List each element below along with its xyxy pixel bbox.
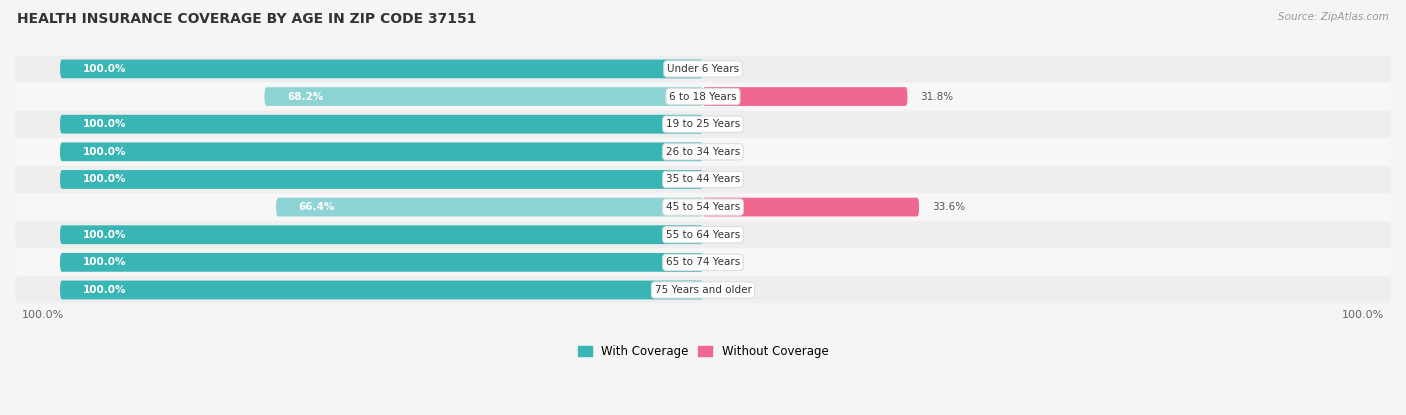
Text: 65 to 74 Years: 65 to 74 Years — [666, 257, 740, 267]
Text: Source: ZipAtlas.com: Source: ZipAtlas.com — [1278, 12, 1389, 22]
Text: 100.0%: 100.0% — [83, 147, 127, 157]
FancyBboxPatch shape — [703, 198, 920, 217]
FancyBboxPatch shape — [15, 83, 1391, 110]
Text: 100.0%: 100.0% — [21, 310, 63, 320]
Text: 19 to 25 Years: 19 to 25 Years — [666, 119, 740, 129]
FancyBboxPatch shape — [276, 198, 703, 217]
FancyBboxPatch shape — [15, 277, 1391, 303]
FancyBboxPatch shape — [15, 194, 1391, 220]
Text: 66.4%: 66.4% — [298, 202, 335, 212]
FancyBboxPatch shape — [703, 87, 907, 106]
Text: 100.0%: 100.0% — [83, 64, 127, 74]
Text: 100.0%: 100.0% — [83, 285, 127, 295]
Text: 26 to 34 Years: 26 to 34 Years — [666, 147, 740, 157]
FancyBboxPatch shape — [264, 87, 703, 106]
FancyBboxPatch shape — [60, 225, 703, 244]
Text: HEALTH INSURANCE COVERAGE BY AGE IN ZIP CODE 37151: HEALTH INSURANCE COVERAGE BY AGE IN ZIP … — [17, 12, 477, 27]
Text: 31.8%: 31.8% — [921, 92, 953, 102]
FancyBboxPatch shape — [60, 142, 703, 161]
FancyBboxPatch shape — [15, 249, 1391, 276]
FancyBboxPatch shape — [15, 111, 1391, 137]
FancyBboxPatch shape — [60, 59, 703, 78]
FancyBboxPatch shape — [15, 139, 1391, 165]
FancyBboxPatch shape — [15, 56, 1391, 82]
Text: 100.0%: 100.0% — [1343, 310, 1385, 320]
Text: 100.0%: 100.0% — [83, 257, 127, 267]
Text: 100.0%: 100.0% — [83, 174, 127, 184]
FancyBboxPatch shape — [60, 115, 703, 134]
Legend: With Coverage, Without Coverage: With Coverage, Without Coverage — [572, 340, 834, 363]
Text: 68.2%: 68.2% — [287, 92, 323, 102]
Text: 75 Years and older: 75 Years and older — [655, 285, 751, 295]
FancyBboxPatch shape — [60, 281, 703, 299]
FancyBboxPatch shape — [60, 253, 703, 272]
FancyBboxPatch shape — [15, 166, 1391, 193]
Text: Under 6 Years: Under 6 Years — [666, 64, 740, 74]
Text: 55 to 64 Years: 55 to 64 Years — [666, 230, 740, 240]
Text: 45 to 54 Years: 45 to 54 Years — [666, 202, 740, 212]
Text: 100.0%: 100.0% — [83, 230, 127, 240]
Text: 6 to 18 Years: 6 to 18 Years — [669, 92, 737, 102]
Text: 33.6%: 33.6% — [932, 202, 965, 212]
FancyBboxPatch shape — [15, 222, 1391, 248]
Text: 35 to 44 Years: 35 to 44 Years — [666, 174, 740, 184]
Text: 100.0%: 100.0% — [83, 119, 127, 129]
FancyBboxPatch shape — [60, 170, 703, 189]
